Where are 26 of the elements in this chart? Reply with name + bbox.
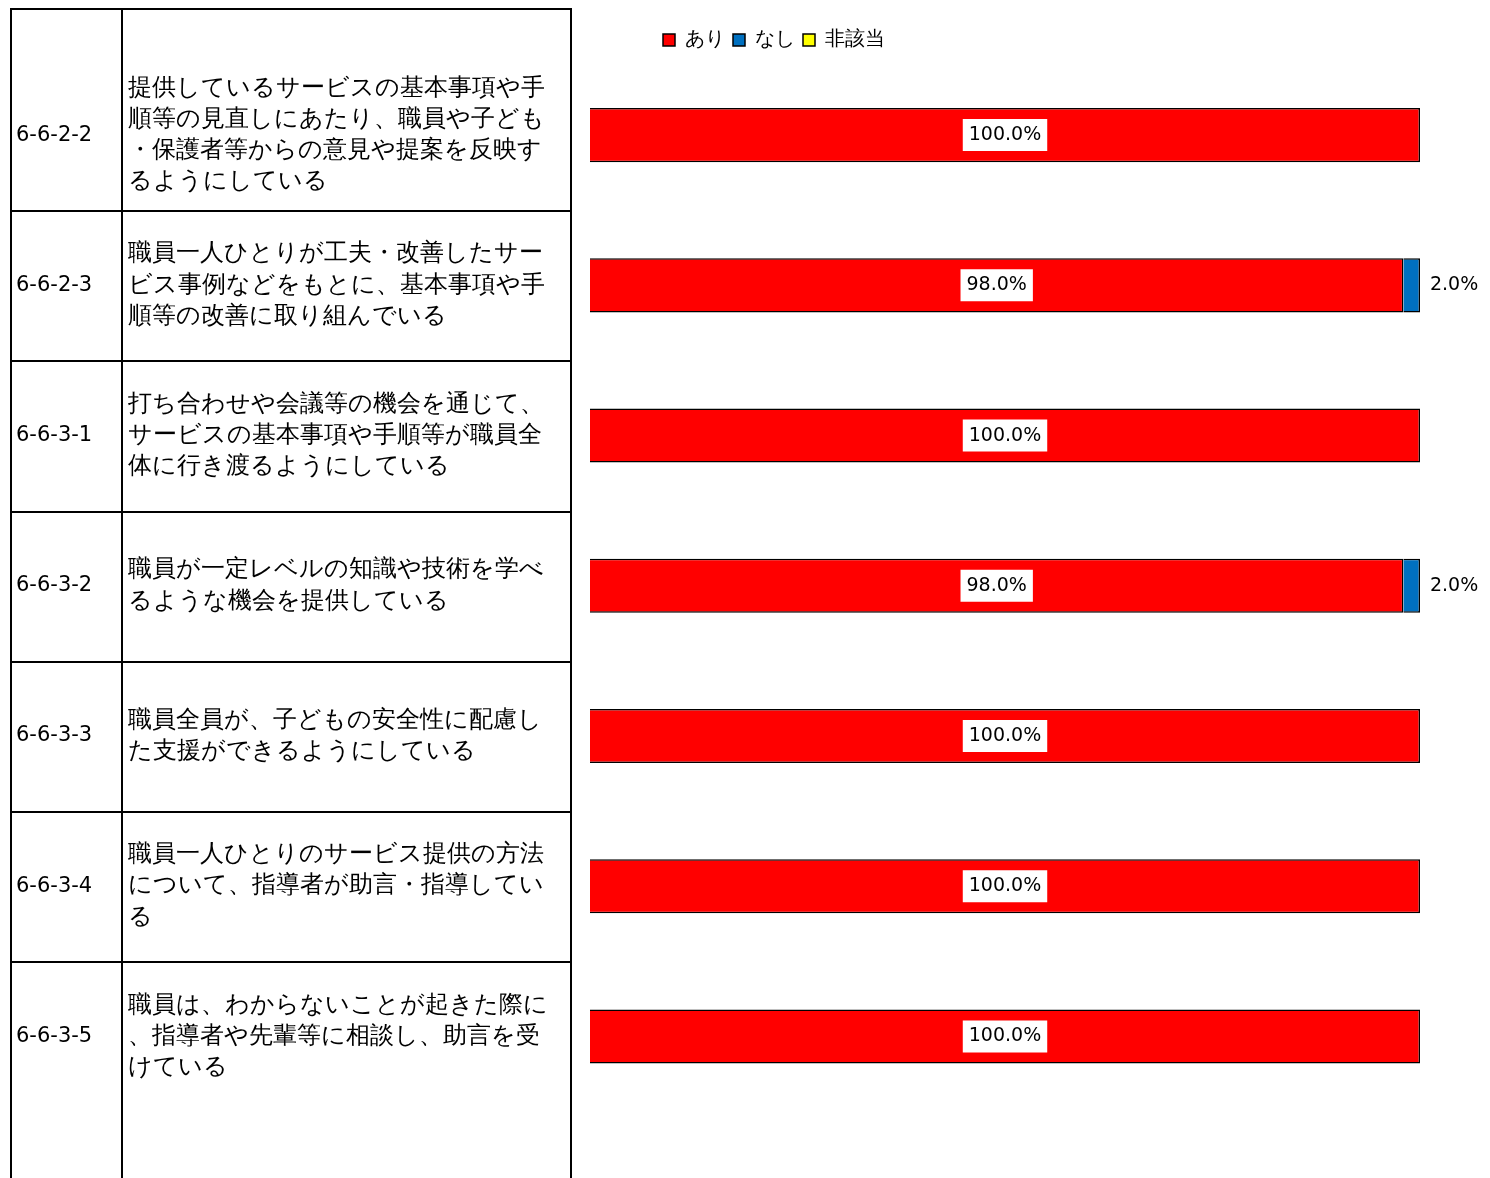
y-tick-label: 職員一人ひとりのサービス提供の方法について、指導者が助言・指導している [128, 839, 544, 930]
data-label: 100.0% [968, 122, 1042, 145]
text: 6-6-3-2 [16, 572, 93, 597]
text: 6-6-2-2 [16, 121, 93, 146]
text: 6-6-3-3 [16, 722, 93, 747]
y-tick-label: 職員が一定レベルの知識や技術を学べるような機会を提供している [128, 554, 544, 614]
y-tick-label: 職員一人ひとりが工夫・改善したサービス事例などをもとに、基本事項や手順等の改善に取り組んでいる [128, 238, 545, 329]
data-label: 98.0% [966, 272, 1027, 295]
y-tick-label: 打ち合わせや会議等の機会を通じて、サービスの基本事項や手順等が職員全体に行き渡るようにしている [127, 388, 544, 480]
text: 6-6-3-5 [16, 1022, 93, 1047]
data-label: 100.0% [968, 1023, 1042, 1046]
legend-label: あり [685, 26, 725, 51]
text: 6-6-2-3 [16, 271, 93, 296]
data-label: 100.0% [968, 422, 1042, 445]
y-tick-label: 職員全員が、子どもの安全性に配慮した支援ができるようにしている [128, 704, 542, 764]
legend-label: なし [755, 26, 795, 51]
data-label: 98.0% [966, 572, 1027, 595]
data-label: 100.0% [968, 722, 1042, 745]
data-label: 100.0% [968, 873, 1042, 896]
data-label: 2.0% [1429, 572, 1479, 595]
data-label: 2.0% [1429, 272, 1479, 295]
legend-label: 非該当 [825, 26, 885, 51]
y-tick-label: 職員は、わからないことが起きた際に、指導者や先輩等に相談し、助言を受けている [128, 989, 548, 1080]
text: 6-6-3-1 [16, 422, 93, 447]
y-tick-label: 提供しているサービスの基本事項や手順等の見直しにあたり、職員や子ども・保護者等からの意見や提案を反映するようにしている [128, 72, 545, 195]
text: 6-6-3-4 [16, 872, 93, 897]
